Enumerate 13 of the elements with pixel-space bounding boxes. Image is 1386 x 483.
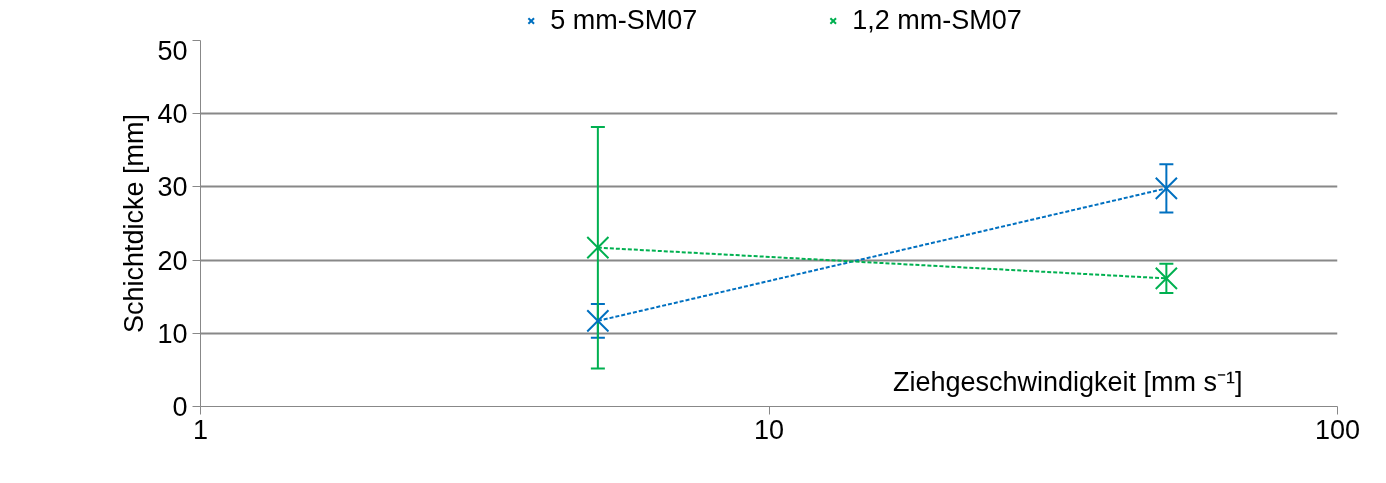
x-tick-label: 100 — [1314, 414, 1361, 445]
x-axis-title: Ziehgeschwindigkeit [mm s⁻¹] — [892, 366, 1243, 397]
y-tick-label: 50 — [157, 35, 188, 66]
x-tick-label: 10 — [753, 414, 785, 445]
x-tick-label: 1 — [192, 414, 209, 445]
y-tick-label: 30 — [157, 172, 188, 203]
legend-label: 5 mm-SM07 — [550, 4, 698, 36]
y-tick-label: 40 — [157, 99, 188, 130]
y-tick-label: 10 — [157, 318, 188, 349]
legend-label: 1,2 mm-SM07 — [852, 4, 1022, 36]
y-axis-title: Schichtdicke [mm] — [119, 113, 150, 334]
y-tick-label: 20 — [157, 245, 188, 276]
y-tick-label: 0 — [172, 392, 188, 422]
